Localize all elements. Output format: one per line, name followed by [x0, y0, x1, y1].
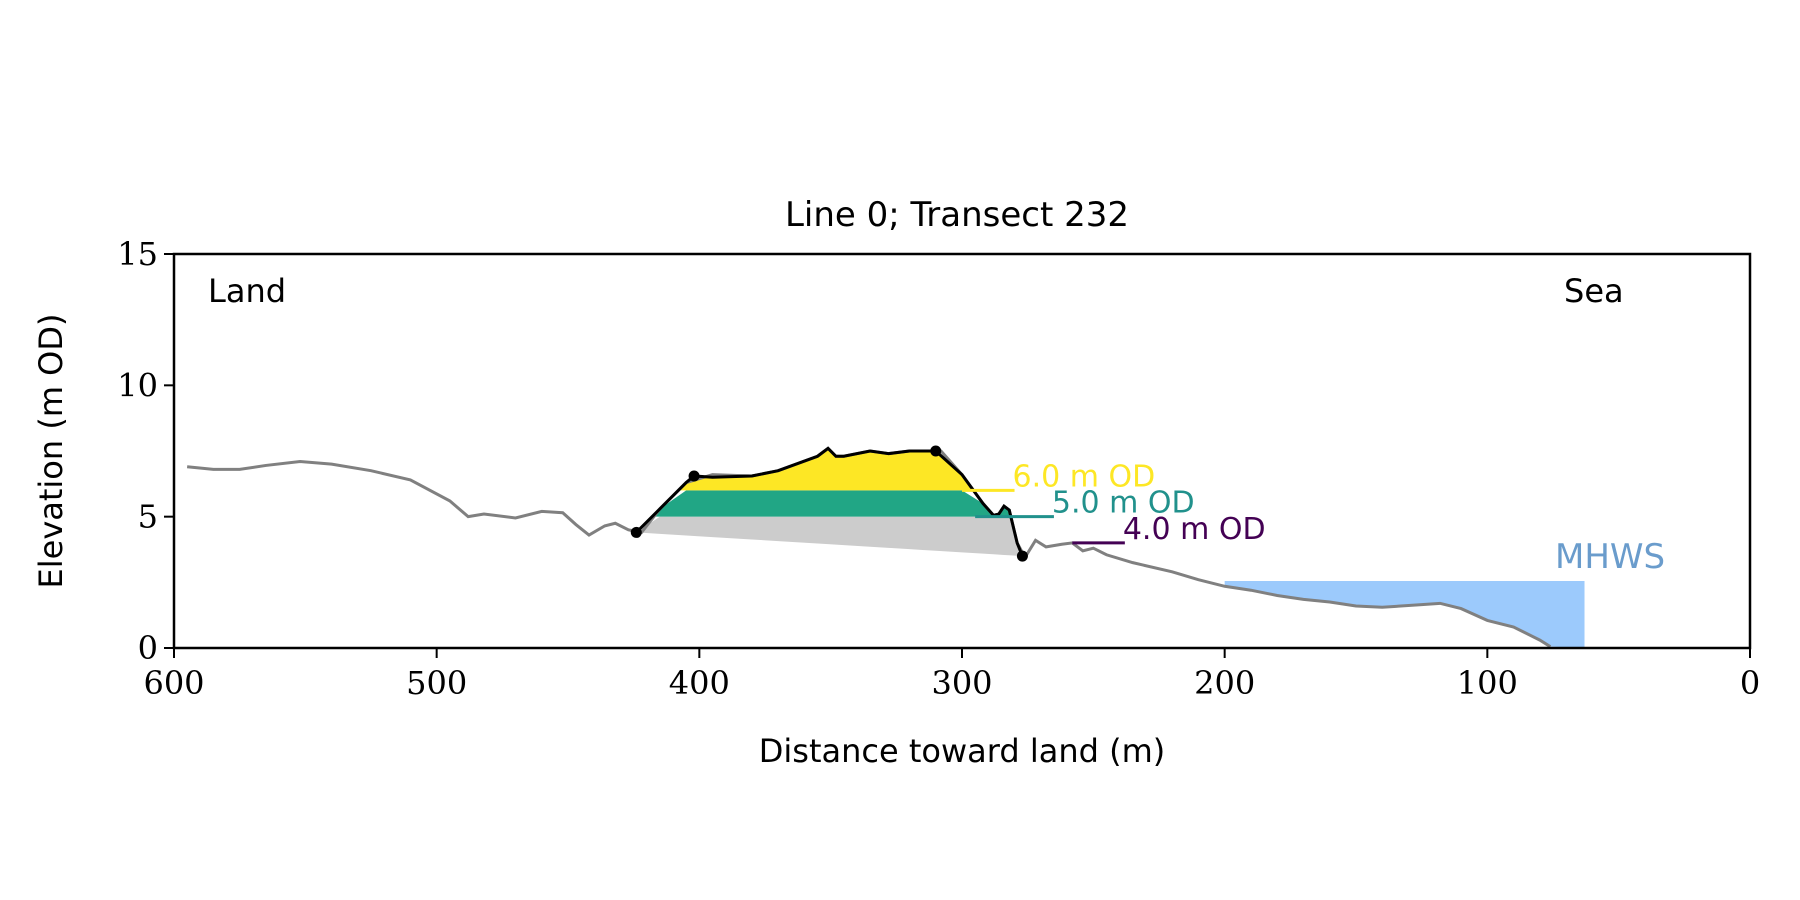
- y-tick-label: 15: [117, 235, 158, 273]
- level-label-6m: 6.0 m OD: [1013, 459, 1156, 494]
- level-label-5m: 5.0 m OD: [1052, 486, 1195, 521]
- x-tick-label: 600: [143, 664, 204, 702]
- point-layer: [630, 445, 1028, 562]
- y-axis-label: Elevation (m OD): [32, 314, 70, 589]
- fill-layer: [636, 448, 1585, 648]
- dune-point: [630, 526, 642, 538]
- plot-area: [186, 445, 1585, 648]
- level-label-4m: 4.0 m OD: [1123, 512, 1266, 547]
- x-tick-label: 0: [1740, 664, 1760, 702]
- x-tick-label: 400: [669, 664, 730, 702]
- y-tick-label: 10: [117, 366, 158, 404]
- sea-label: Sea: [1564, 272, 1624, 310]
- dune-point: [1016, 550, 1028, 562]
- x-tick-label: 500: [406, 664, 467, 702]
- chart-title: Line 0; Transect 232: [785, 195, 1129, 235]
- y-axis: 0 5 10 15: [117, 235, 174, 667]
- band-5-to-6m: [652, 490, 1011, 517]
- mhws-label: MHWS: [1555, 537, 1665, 577]
- x-tick-label: 300: [931, 664, 992, 702]
- y-tick-label: 0: [138, 629, 158, 667]
- land-label: Land: [208, 272, 286, 310]
- dune-point: [688, 470, 700, 482]
- x-axis: 600 500 400 300 200 100 0: [143, 648, 1760, 702]
- x-tick-label: 200: [1194, 664, 1255, 702]
- dune-point: [930, 445, 942, 457]
- dune-outline: [635, 446, 1024, 557]
- dune-base-volume: [636, 516, 1023, 557]
- x-tick-label: 100: [1457, 664, 1518, 702]
- band-above-6m: [678, 448, 974, 491]
- mhws-area: [1224, 581, 1585, 648]
- x-axis-label: Distance toward land (m): [759, 732, 1165, 770]
- y-tick-label: 5: [138, 498, 158, 536]
